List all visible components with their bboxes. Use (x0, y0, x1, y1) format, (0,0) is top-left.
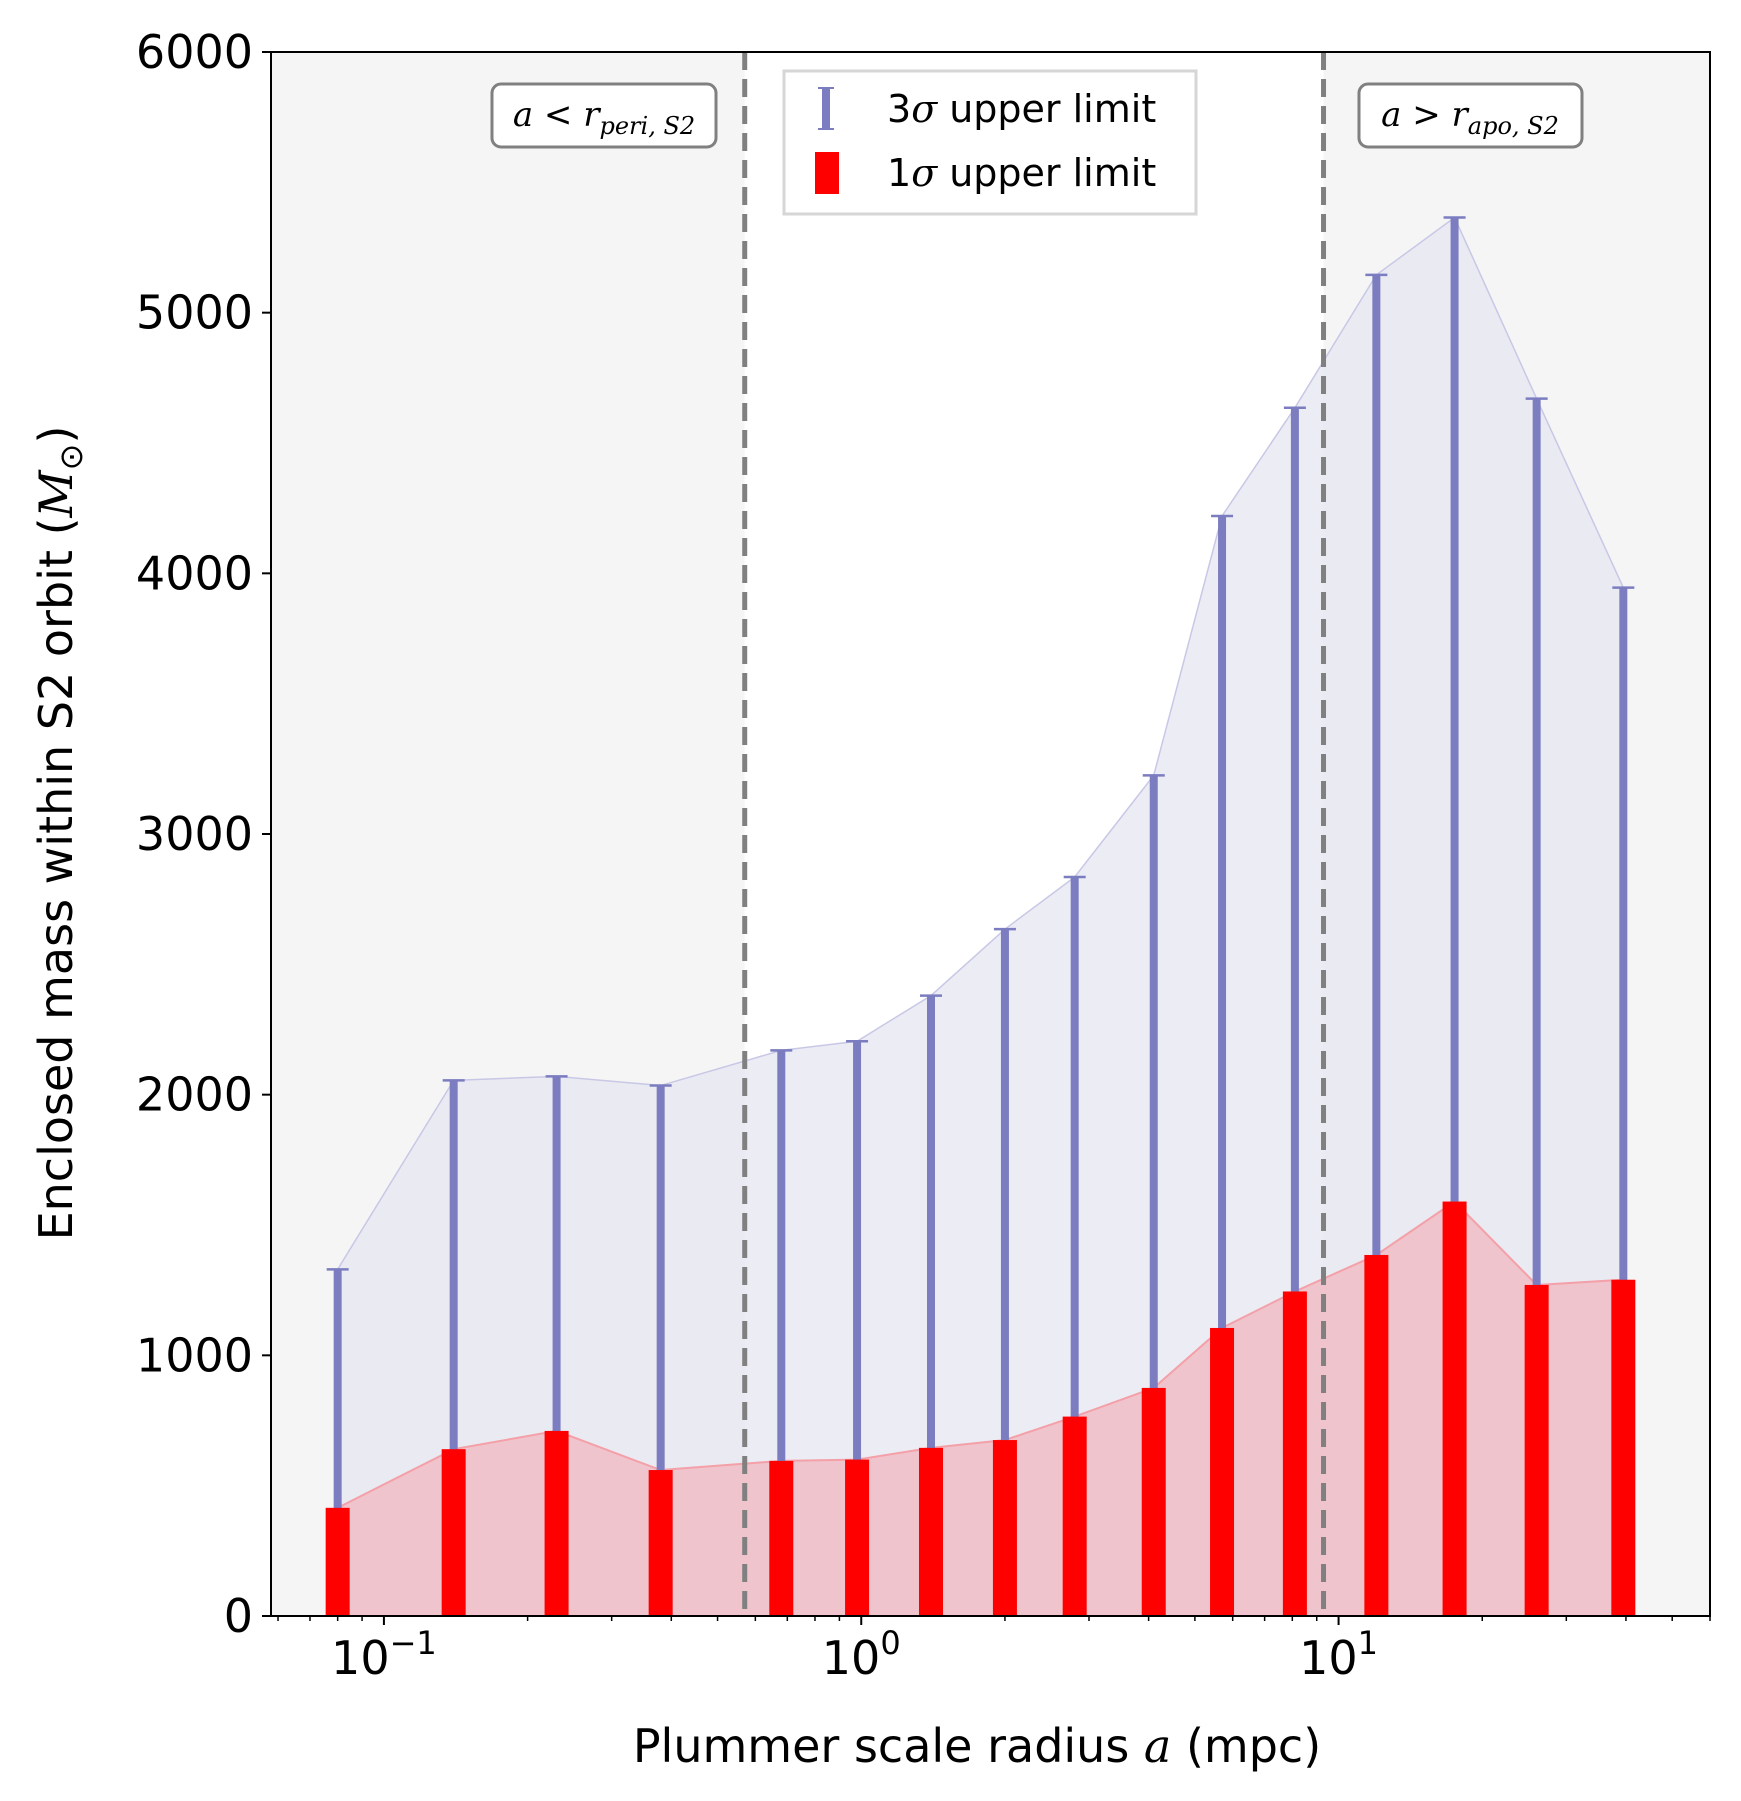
bar-1sigma (1062, 1416, 1087, 1616)
bar-1sigma (992, 1440, 1017, 1616)
bar-1sigma (1141, 1387, 1166, 1616)
x-tick-label: 100 (822, 1624, 901, 1685)
y-tick-label: 0 (224, 1589, 253, 1643)
y-tick-label: 4000 (136, 546, 253, 600)
bar-1sigma (1524, 1284, 1549, 1616)
bar-1sigma (1210, 1327, 1235, 1616)
bar-1sigma (918, 1447, 943, 1616)
legend-marker-1sigma (815, 152, 839, 194)
annotation-apo-box (1357, 82, 1584, 149)
y-tick-label: 1000 (136, 1328, 253, 1382)
bar-1sigma (1442, 1201, 1467, 1616)
x-tick-label: 10−1 (331, 1624, 437, 1685)
x-axis-label: Plummer scale radius a (mpc) (633, 1719, 1321, 1773)
reference-lines (742, 52, 1327, 1616)
annotation-apo: a > rapo, S2 (1357, 82, 1584, 149)
legend: 3σ upper limit 1σ upper limit (782, 69, 1198, 216)
y-tick-label: 5000 (136, 286, 253, 340)
annotation-apo-text: a > rapo, S2 (1381, 95, 1559, 140)
annotation-peri-box (490, 82, 718, 149)
bar-1sigma (769, 1460, 794, 1616)
bar-1sigma (1611, 1279, 1636, 1616)
annotation-peri: a < rperi, S2 (490, 82, 718, 149)
y-axis-ticks: 0 1000 2000 3000 4000 5000 6000 (136, 25, 271, 1643)
y-tick-label: 6000 (136, 25, 253, 79)
bar-1sigma (441, 1449, 466, 1616)
bar-series-1sigma (325, 1201, 1636, 1616)
bar-1sigma (544, 1430, 569, 1616)
legend-marker-3sigma (818, 87, 834, 130)
bar-1sigma (845, 1459, 870, 1616)
legend-box (782, 69, 1198, 216)
legend-label-3sigma: 3σ upper limit (887, 87, 1156, 131)
legend-label-1sigma: 1σ upper limit (887, 151, 1156, 195)
bar-1sigma (325, 1507, 350, 1616)
bar-1sigma (1364, 1254, 1389, 1616)
y-tick-label: 3000 (136, 807, 253, 861)
x-tick-label: 101 (1299, 1624, 1378, 1685)
annotation-peri-text: a < rperi, S2 (513, 95, 695, 140)
y-axis-label: Enclosed mass within S2 orbit (M⊙) (29, 426, 90, 1241)
bar-1sigma (1282, 1291, 1307, 1616)
bar-1sigma (648, 1470, 673, 1616)
x-axis-ticks: 10−1 100 101 (277, 1616, 1711, 1685)
y-tick-label: 2000 (136, 1068, 253, 1122)
